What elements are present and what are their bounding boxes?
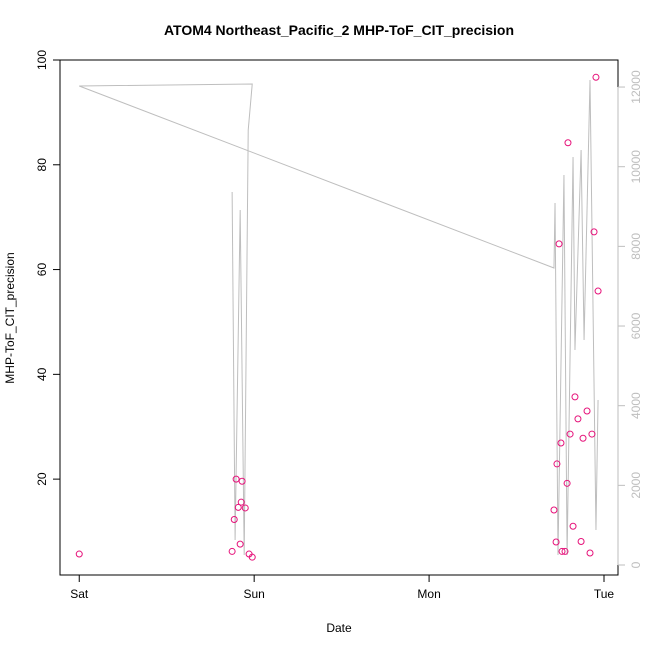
point bbox=[586, 549, 594, 557]
point bbox=[241, 504, 249, 512]
point bbox=[590, 228, 598, 236]
point bbox=[588, 430, 596, 438]
point bbox=[571, 393, 579, 401]
point bbox=[234, 503, 242, 511]
x-tick-label: Sun bbox=[243, 587, 264, 601]
point bbox=[238, 477, 246, 485]
y2-tick-label: 4000 bbox=[629, 392, 643, 419]
y2-tick-label: 8000 bbox=[629, 233, 643, 260]
y-tick-label: 80 bbox=[35, 158, 49, 172]
point bbox=[577, 537, 585, 545]
y-tick-label: 100 bbox=[35, 50, 49, 70]
y2-tick-label: 10000 bbox=[629, 150, 643, 184]
x-tick-label: Mon bbox=[417, 587, 440, 601]
point bbox=[592, 73, 600, 81]
point bbox=[550, 506, 558, 514]
point bbox=[574, 415, 582, 423]
x-tick-label: Sat bbox=[70, 587, 89, 601]
point bbox=[561, 547, 569, 555]
y-tick-label: 40 bbox=[35, 367, 49, 381]
point bbox=[236, 540, 244, 548]
y-tick-label: 60 bbox=[35, 263, 49, 277]
x-tick-label: Tue bbox=[594, 587, 615, 601]
line bbox=[79, 79, 599, 556]
point bbox=[557, 439, 565, 447]
y-tick-label: 20 bbox=[35, 472, 49, 486]
point bbox=[555, 240, 563, 248]
point bbox=[232, 475, 240, 483]
y2-tick-label: 12000 bbox=[629, 70, 643, 104]
point bbox=[248, 553, 256, 561]
point bbox=[594, 287, 602, 295]
point bbox=[579, 434, 587, 442]
point bbox=[569, 522, 577, 530]
point bbox=[230, 515, 238, 523]
chart-title: ATOM4 Northeast_Pacific_2 MHP-ToF_CIT_pr… bbox=[164, 22, 514, 38]
point bbox=[75, 550, 83, 558]
point bbox=[564, 139, 572, 147]
point bbox=[228, 547, 236, 555]
point bbox=[563, 479, 571, 487]
y2-tick-label: 0 bbox=[629, 561, 643, 568]
point bbox=[552, 538, 560, 546]
point bbox=[583, 407, 591, 415]
y-axis-label: MHP-ToF_CIT_precision bbox=[3, 252, 17, 383]
point bbox=[558, 547, 566, 555]
x-axis-label: Date bbox=[326, 621, 352, 635]
y2-tick-label: 6000 bbox=[629, 312, 643, 339]
point bbox=[553, 460, 561, 468]
y2-tick-label: 2000 bbox=[629, 472, 643, 499]
point bbox=[566, 430, 574, 438]
point bbox=[237, 498, 245, 506]
